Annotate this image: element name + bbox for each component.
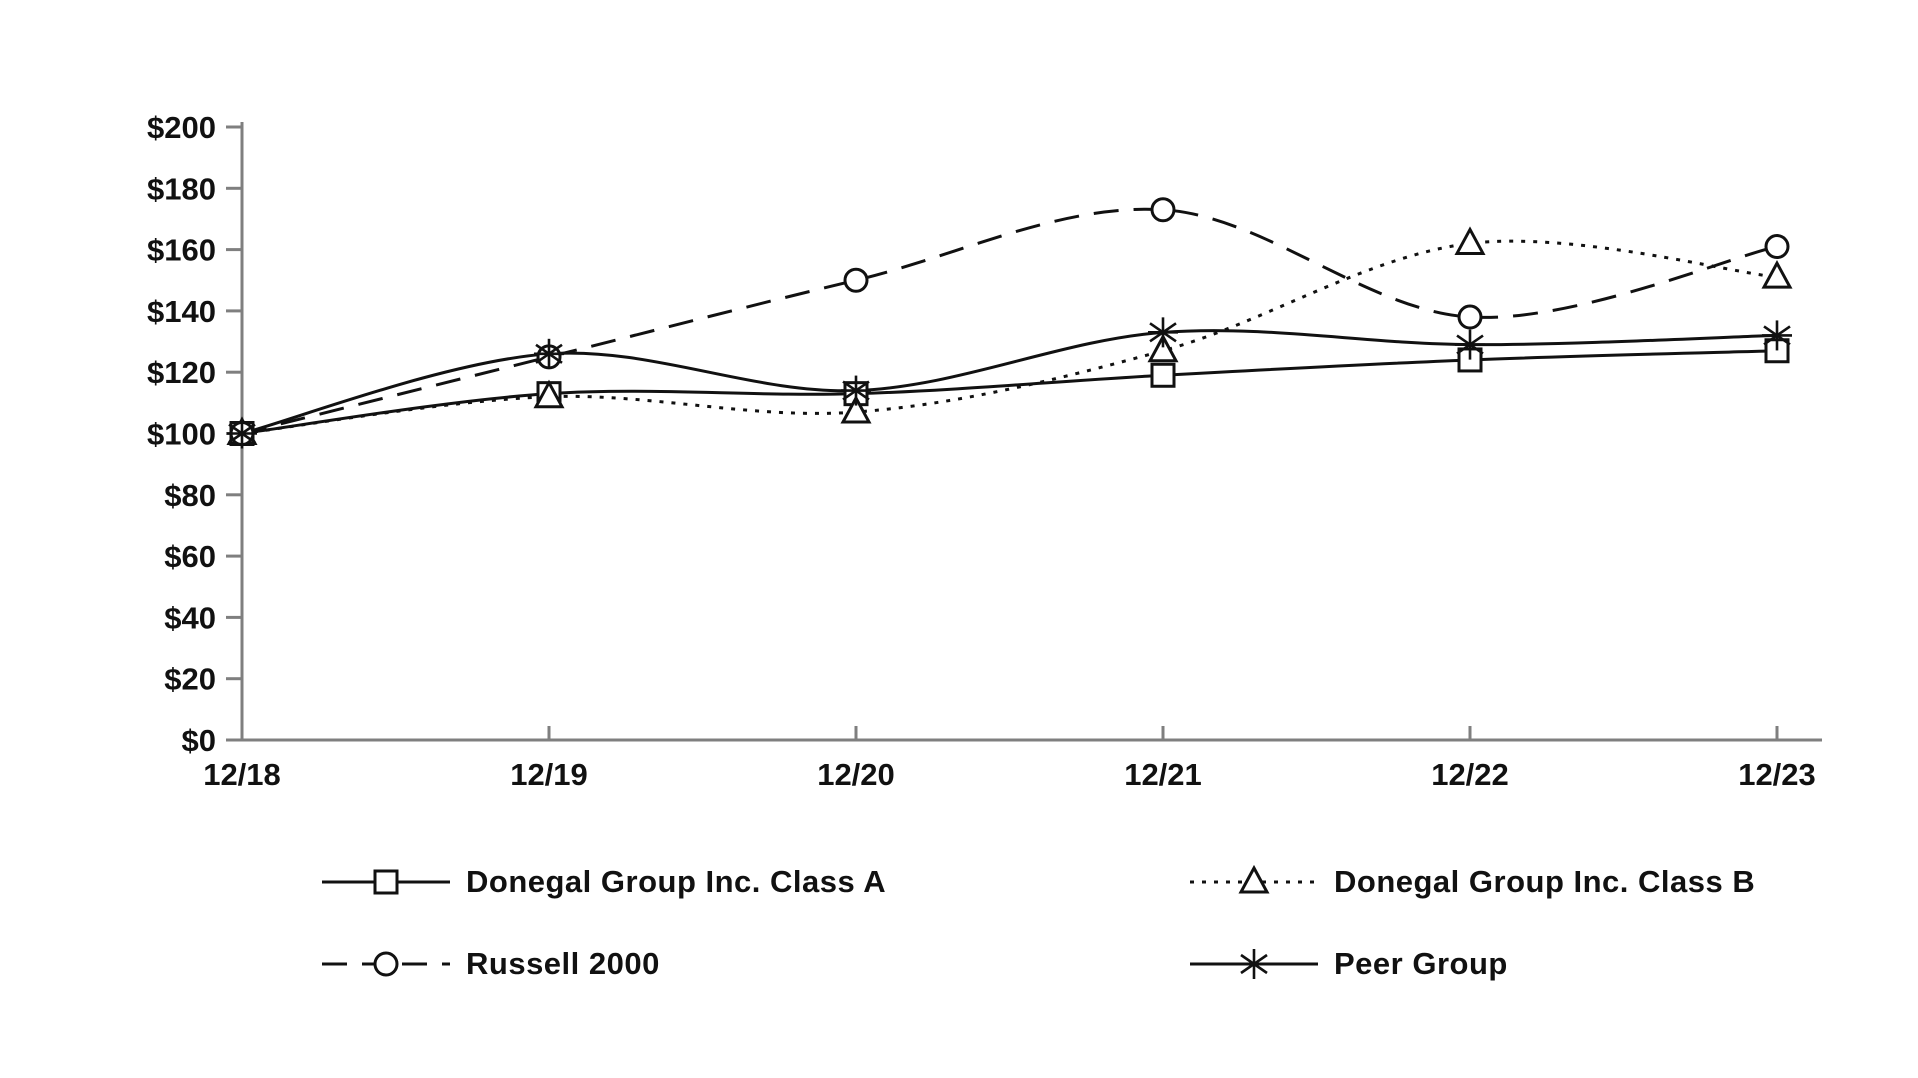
legend-item-donegal-class-a: Donegal Group Inc. Class A — [320, 862, 886, 902]
legend-label-donegal-class-a: Donegal Group Inc. Class A — [466, 864, 887, 899]
circle-marker — [843, 267, 869, 293]
y-tick-label: $80 — [164, 478, 216, 513]
legend-swatch-square-icon — [322, 869, 450, 895]
legend-item-peer-group: Peer Group — [1188, 944, 1508, 984]
asterisk-marker — [1762, 320, 1792, 351]
asterisk-marker — [227, 418, 257, 449]
triangle-marker — [840, 394, 872, 424]
series-line-peer-group — [241, 329, 1778, 435]
legend-swatch-triangle-icon — [1190, 864, 1318, 894]
square-marker — [1150, 362, 1176, 388]
x-tick-label: 12/20 — [817, 757, 895, 792]
y-tick-label: $120 — [147, 355, 216, 390]
plot-area: $0 $20 $40 $60 $80 $100 $120 $140 $160 $180 $200 12… — [147, 110, 1822, 792]
square-marker-legend — [373, 869, 399, 895]
x-tick-label: 12/23 — [1738, 757, 1816, 792]
series-line-donegal-group-inc-class-b — [241, 239, 1778, 435]
asterisk-marker — [841, 375, 871, 406]
series-line-donegal-group-inc-class-a — [241, 349, 1778, 435]
circle-marker — [1457, 304, 1483, 330]
y-tick-label: $180 — [147, 171, 216, 206]
y-tick-label: $140 — [147, 294, 216, 329]
circle-marker-legend — [373, 951, 399, 977]
y-tick-label: $40 — [164, 600, 216, 635]
legend-swatch-asterisk-icon — [1190, 949, 1318, 979]
legend-label-peer-group: Peer Group — [1334, 946, 1508, 981]
x-tick-label: 12/18 — [203, 757, 281, 792]
legend-swatch-circle-icon — [322, 951, 450, 977]
triangle-marker — [1147, 333, 1179, 363]
asterisk-marker — [1148, 317, 1178, 348]
x-tick-label: 12/21 — [1124, 757, 1202, 792]
triangle-marker — [533, 379, 565, 409]
triangle-marker — [1454, 226, 1486, 255]
chart-legend: Donegal Group Inc. Class A Donegal Group… — [0, 0, 1918, 981]
y-tick-label: $100 — [147, 417, 216, 452]
triangle-marker — [1761, 260, 1793, 289]
y-tick-label: $200 — [147, 110, 216, 145]
legend-label-russell-2000: Russell 2000 — [466, 946, 660, 981]
series-line-russell-2000 — [241, 207, 1778, 435]
asterisk-marker-legend — [1239, 949, 1269, 979]
x-tick-label: 12/22 — [1431, 757, 1509, 792]
y-tick-label: $20 — [164, 662, 216, 697]
asterisk-marker — [534, 338, 564, 369]
x-tick-label: 12/19 — [510, 757, 588, 792]
circle-marker — [1764, 234, 1790, 260]
legend-item-donegal-class-b: Donegal Group Inc. Class B — [1188, 862, 1755, 902]
triangle-marker-legend — [1238, 864, 1270, 894]
legend-label-donegal-class-b: Donegal Group Inc. Class B — [1334, 864, 1756, 899]
legend-item-russell-2000: Russell 2000 — [320, 944, 660, 984]
y-tick-label: $0 — [182, 723, 216, 758]
asterisk-marker — [1455, 329, 1485, 360]
circle-marker — [1150, 197, 1176, 223]
y-tick-label: $160 — [147, 233, 216, 268]
y-tick-label: $60 — [164, 539, 216, 574]
